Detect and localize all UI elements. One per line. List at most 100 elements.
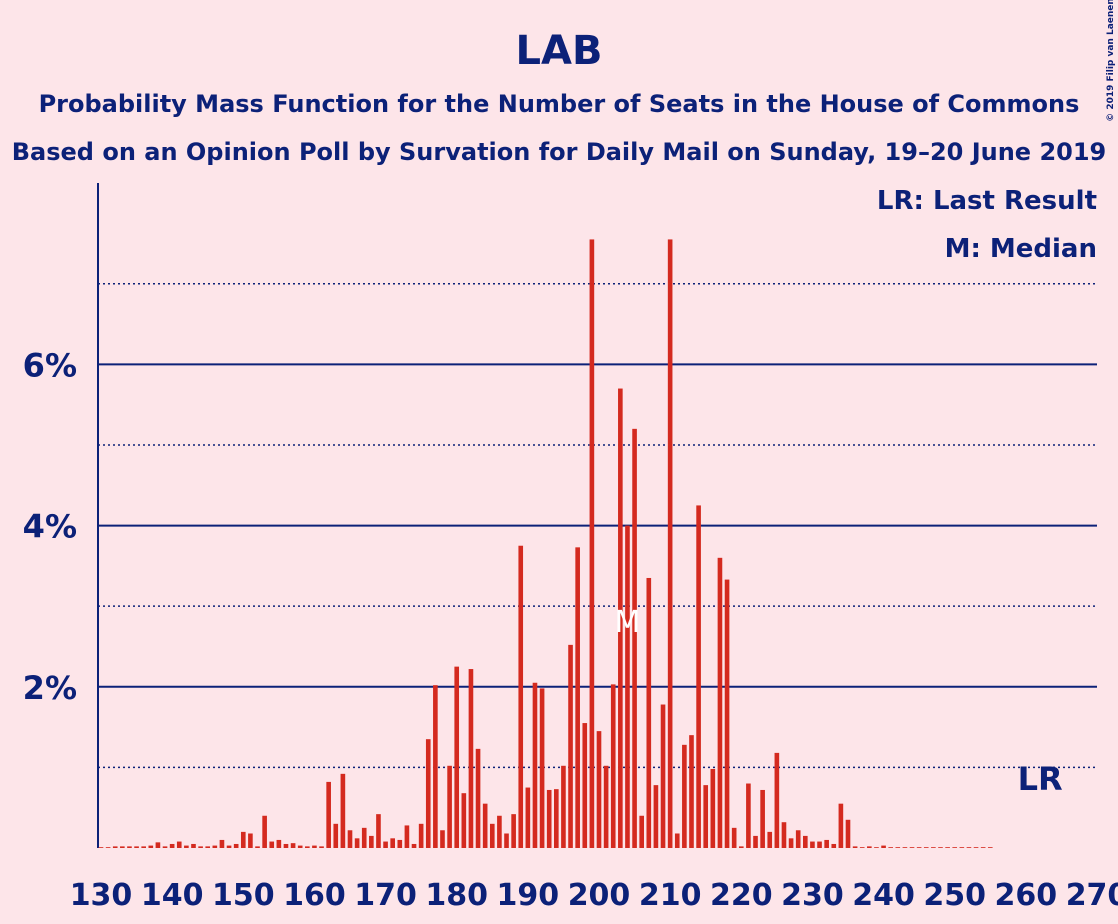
bar — [938, 847, 943, 848]
bar — [98, 847, 104, 848]
bar — [518, 545, 524, 848]
bar — [312, 845, 317, 848]
x-tick-label: 230 — [781, 878, 844, 913]
bar — [610, 684, 616, 848]
bar — [326, 781, 331, 848]
bar — [240, 831, 246, 848]
bar — [169, 843, 175, 848]
legend-entry: LR: Last Result — [877, 186, 1097, 216]
bar — [269, 841, 275, 848]
bar — [411, 843, 417, 848]
bar — [674, 833, 680, 848]
bar — [461, 793, 467, 848]
x-tick-label: 210 — [639, 878, 702, 913]
x-tick-label: 140 — [141, 878, 204, 913]
bar — [760, 789, 765, 848]
bar — [120, 846, 125, 848]
bar — [618, 388, 623, 848]
bar — [162, 846, 168, 848]
bar — [831, 843, 837, 848]
bar — [667, 239, 673, 848]
bar — [867, 846, 872, 848]
bar — [532, 682, 538, 848]
bar — [297, 845, 303, 848]
bar — [803, 835, 808, 848]
bar — [148, 845, 154, 848]
bar — [632, 428, 637, 848]
bar — [710, 769, 716, 848]
y-tick-label: 4% — [23, 508, 77, 546]
bar — [404, 825, 410, 848]
bar — [902, 847, 908, 848]
bar — [475, 748, 481, 848]
x-tick-label: 260 — [995, 878, 1058, 913]
bar — [895, 847, 901, 848]
bar — [966, 847, 972, 848]
bar — [653, 785, 659, 848]
bar — [333, 823, 339, 848]
bar — [724, 579, 730, 848]
bar — [454, 666, 460, 848]
x-tick-label: 200 — [568, 878, 631, 913]
x-tick-label: 190 — [497, 878, 560, 913]
bar — [738, 846, 744, 848]
bar — [603, 765, 609, 848]
bar — [418, 823, 424, 848]
x-tick-label: 270 — [1066, 878, 1118, 913]
bar — [987, 847, 993, 848]
bar — [433, 685, 438, 848]
bar — [134, 846, 139, 848]
bar — [916, 847, 922, 848]
bar — [859, 847, 865, 848]
bar — [639, 815, 644, 848]
subtitle: Based on an Opinion Poll by Survation fo… — [12, 138, 1106, 166]
bar — [731, 827, 737, 848]
bar — [205, 846, 211, 848]
bar — [795, 830, 801, 848]
bar — [646, 577, 652, 848]
bar — [347, 830, 353, 848]
bar — [226, 845, 232, 848]
bar — [248, 833, 253, 848]
bar — [561, 765, 566, 848]
x-tick-label: 220 — [710, 878, 773, 913]
bar — [504, 833, 509, 848]
bar — [696, 505, 701, 848]
bar — [817, 841, 822, 848]
credit: © 2019 Filip van Laenen — [1106, 0, 1116, 122]
bar — [909, 847, 915, 848]
bar — [305, 846, 310, 848]
bar — [369, 835, 374, 848]
bar — [340, 773, 346, 848]
bar — [824, 839, 829, 848]
bar — [376, 814, 381, 848]
bar — [497, 815, 502, 848]
bar — [746, 783, 751, 848]
bar — [568, 644, 573, 848]
bar — [191, 843, 196, 848]
bar — [717, 557, 723, 848]
bar — [888, 847, 893, 848]
bar — [112, 846, 118, 848]
bar — [980, 847, 986, 848]
bar — [176, 841, 182, 848]
last-result-marker: LR — [1018, 760, 1063, 798]
bar — [973, 847, 979, 848]
bar — [468, 669, 474, 848]
bar — [262, 815, 267, 848]
bar — [845, 819, 851, 848]
bar — [383, 841, 388, 848]
x-tick-label: 130 — [70, 878, 133, 913]
bar — [625, 525, 630, 848]
bar — [319, 846, 324, 848]
bar — [689, 735, 694, 848]
bar — [596, 731, 602, 848]
chart-title: LAB — [516, 28, 603, 74]
x-tick-label: 240 — [852, 878, 915, 913]
bar — [582, 723, 588, 848]
bar — [838, 803, 844, 848]
bar — [354, 838, 360, 848]
bar — [255, 846, 260, 848]
bar — [276, 839, 282, 848]
